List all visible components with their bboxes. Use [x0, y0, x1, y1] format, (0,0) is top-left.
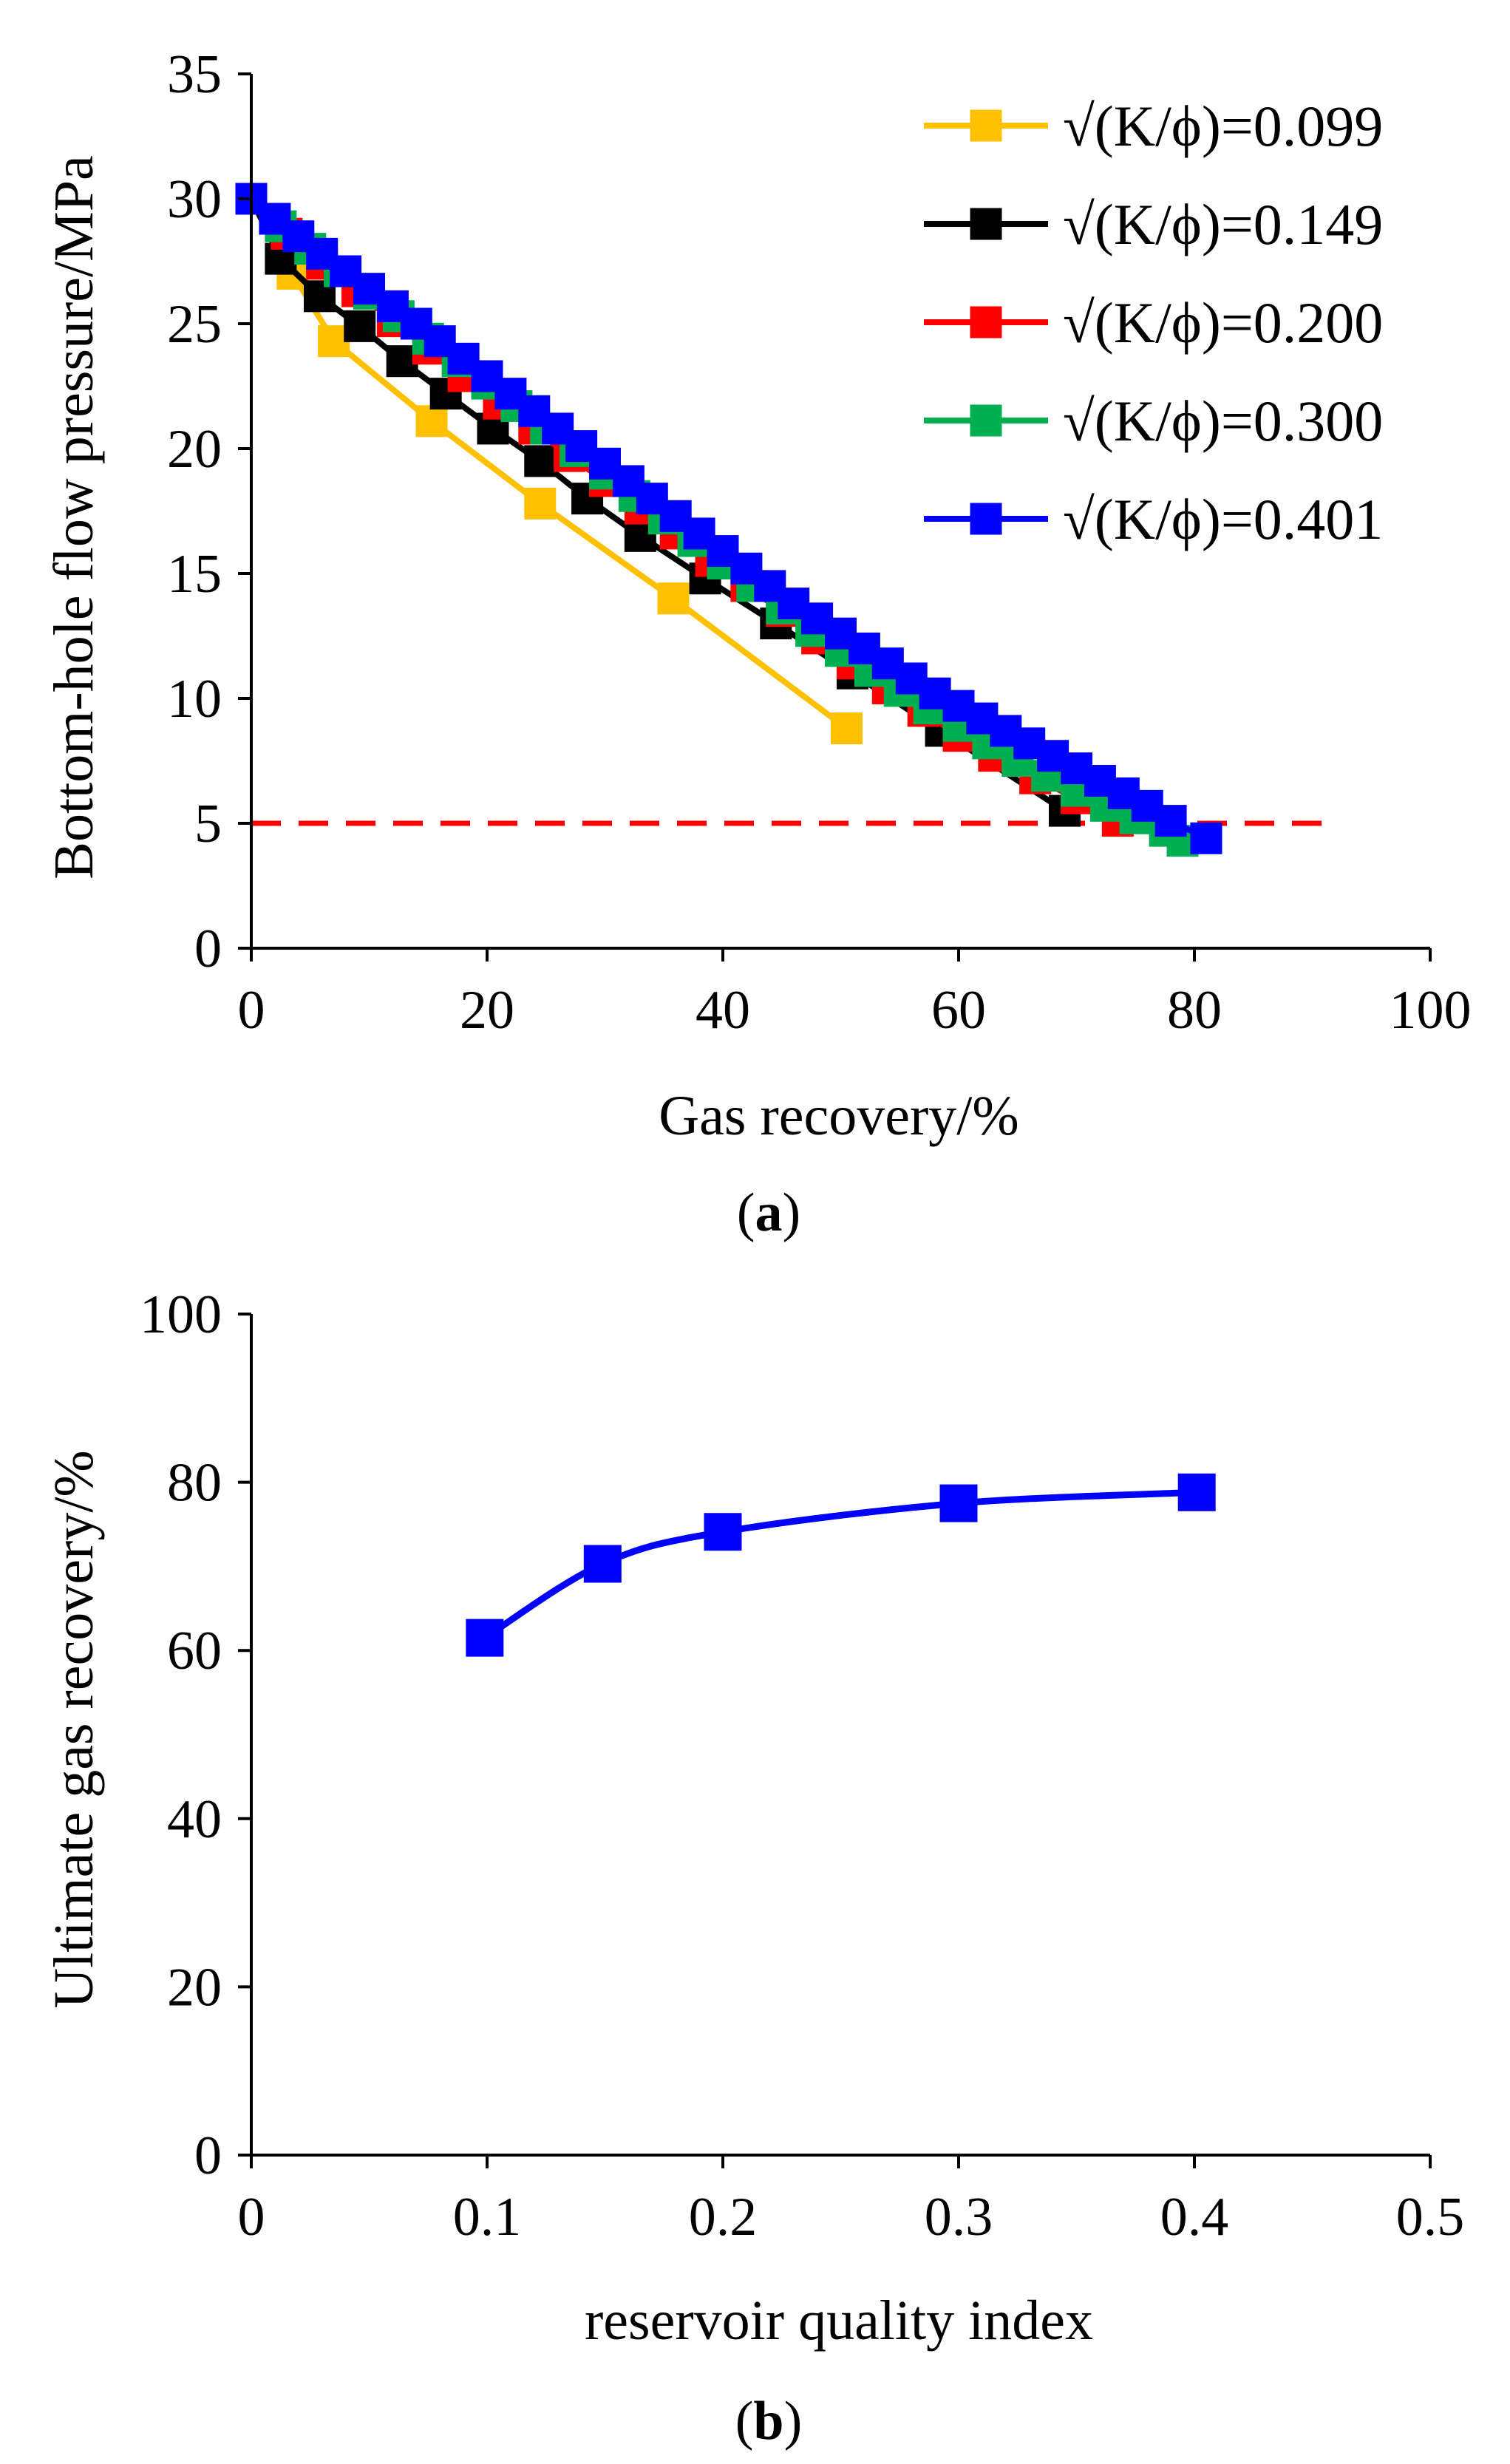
- panel-b-series-group: [466, 1473, 1216, 1657]
- a-y-tick-label: 0: [194, 919, 222, 979]
- panel-a-chart: 0 5 10 15 20 25 30 35 0 20 40 60 80 100 Gas recovery/…: [43, 44, 1472, 1243]
- panel-a-legend-entry: √(K/ϕ)=0.200: [924, 290, 1383, 355]
- panel-a-data-point: [830, 712, 863, 745]
- panel-b-data-point: [466, 1619, 504, 1657]
- panel-b-data-point: [583, 1545, 622, 1583]
- b-x-tick-label: 0.5: [1396, 2187, 1465, 2247]
- panel-b-data-point: [704, 1513, 742, 1551]
- a-y-tick-label: 10: [167, 669, 222, 729]
- a-x-tick-label: 0: [238, 980, 265, 1041]
- panel-a-legend: √(K/ϕ)=0.099 √(K/ϕ)=0.149 √(K/ϕ)=0.200 √(K/…: [924, 94, 1383, 551]
- panel-a-data-point: [524, 487, 557, 520]
- panel-a-data-point: [282, 220, 315, 253]
- a-x-tick-label: 40: [696, 980, 750, 1041]
- panel-a-legend-swatch-marker: [970, 109, 1002, 142]
- b-y-tick-label: 0: [194, 2126, 222, 2186]
- panel-a-legend-label: √(K/ϕ)=0.200: [1063, 290, 1383, 355]
- a-y-tick-label: 25: [167, 294, 222, 355]
- b-x-tick-label: 0: [238, 2187, 265, 2247]
- a-x-tick-label: 100: [1390, 980, 1472, 1041]
- panel-a-legend-entry: √(K/ϕ)=0.300: [924, 389, 1383, 453]
- panel-a-data-point: [1154, 805, 1187, 837]
- b-y-tick-label: 60: [167, 1621, 222, 1681]
- panel-b-data-point: [939, 1484, 978, 1522]
- panel-a-legend-entry: √(K/ϕ)=0.099: [924, 94, 1383, 158]
- a-y-tick-label: 5: [194, 794, 222, 854]
- panel-a-legend-swatch-marker: [970, 404, 1002, 437]
- panel-a-x-axis-title: Gas recovery/%: [659, 1085, 1018, 1147]
- panel-a-legend-label: √(K/ϕ)=0.149: [1063, 192, 1383, 256]
- panel-b-chart: 0 20 40 60 80 100 0 0.1 0.2 0.3 0.4 0.5 reservoir q…: [43, 1284, 1464, 2451]
- panel-a-letter: a: [755, 1182, 783, 1243]
- a-y-tick-label: 35: [167, 44, 222, 105]
- panel-a-legend-swatch-marker: [970, 503, 1002, 535]
- panel-a-data-point: [524, 445, 557, 477]
- panel-a-data-point: [415, 405, 448, 438]
- panel-a-y-axis-title: Bottom-hole flow pressure/MPa: [43, 155, 105, 879]
- a-y-tick-label: 15: [167, 544, 222, 605]
- panel-b-letter: b: [753, 2391, 783, 2451]
- panel-a-data-point: [344, 310, 376, 342]
- panel-a-tick-labels: 0 5 10 15 20 25 30 35 0 20 40 60 80 100: [167, 44, 1472, 1041]
- panel-a-legend-entry: √(K/ϕ)=0.401: [924, 487, 1383, 551]
- panel-b-label: (b): [735, 2391, 802, 2451]
- panel-a-legend-swatch-marker: [970, 208, 1002, 240]
- panel-b-tick-labels: 0 20 40 60 80 100 0 0.1 0.2 0.3 0.4 0.5: [140, 1284, 1464, 2247]
- panel-a-legend-label: √(K/ϕ)=0.401: [1063, 487, 1383, 551]
- a-y-tick-label: 20: [167, 419, 222, 480]
- panel-a-legend-entry: √(K/ϕ)=0.149: [924, 192, 1383, 256]
- b-y-tick-label: 40: [167, 1789, 222, 1850]
- b-x-tick-label: 0.3: [925, 2187, 993, 2247]
- panel-b-series-line: [483, 1488, 1197, 1641]
- panel-b-series-0: [466, 1473, 1216, 1657]
- panel-a-data-point: [754, 570, 786, 602]
- a-y-tick-label: 30: [167, 169, 222, 230]
- panel-a-series-4: [235, 183, 1222, 854]
- panel-a-data-point: [1190, 822, 1222, 854]
- panel-a-legend-label: √(K/ϕ)=0.300: [1063, 389, 1383, 453]
- b-y-tick-label: 20: [167, 1957, 222, 2018]
- panel-b-x-axis-title: reservoir quality index: [585, 2290, 1093, 2352]
- b-x-tick-label: 0.4: [1160, 2187, 1229, 2247]
- panel-b-data-point: [1177, 1473, 1216, 1511]
- panel-a-data-point: [657, 582, 690, 615]
- panel-a-data-point: [353, 273, 385, 305]
- panel-a-axes: [238, 72, 1432, 962]
- panel-a-legend-swatch-marker: [970, 306, 1002, 338]
- b-x-tick-label: 0.1: [453, 2187, 522, 2247]
- a-x-tick-label: 20: [460, 980, 514, 1041]
- a-x-tick-label: 80: [1167, 980, 1222, 1041]
- panel-a-legend-label: √(K/ϕ)=0.099: [1063, 94, 1383, 158]
- panel-a-label: (a): [737, 1182, 800, 1243]
- b-x-tick-label: 0.2: [689, 2187, 758, 2247]
- a-x-tick-label: 60: [931, 980, 986, 1041]
- b-y-tick-label: 80: [167, 1453, 222, 1514]
- panel-b-y-axis-title: Ultimate gas recovery/%: [43, 1450, 105, 2008]
- b-y-tick-label: 100: [140, 1284, 222, 1345]
- panel-a-series-group: [235, 183, 1222, 857]
- panel-b-axes: [238, 1313, 1432, 2168]
- panel-a-data-point: [376, 290, 409, 322]
